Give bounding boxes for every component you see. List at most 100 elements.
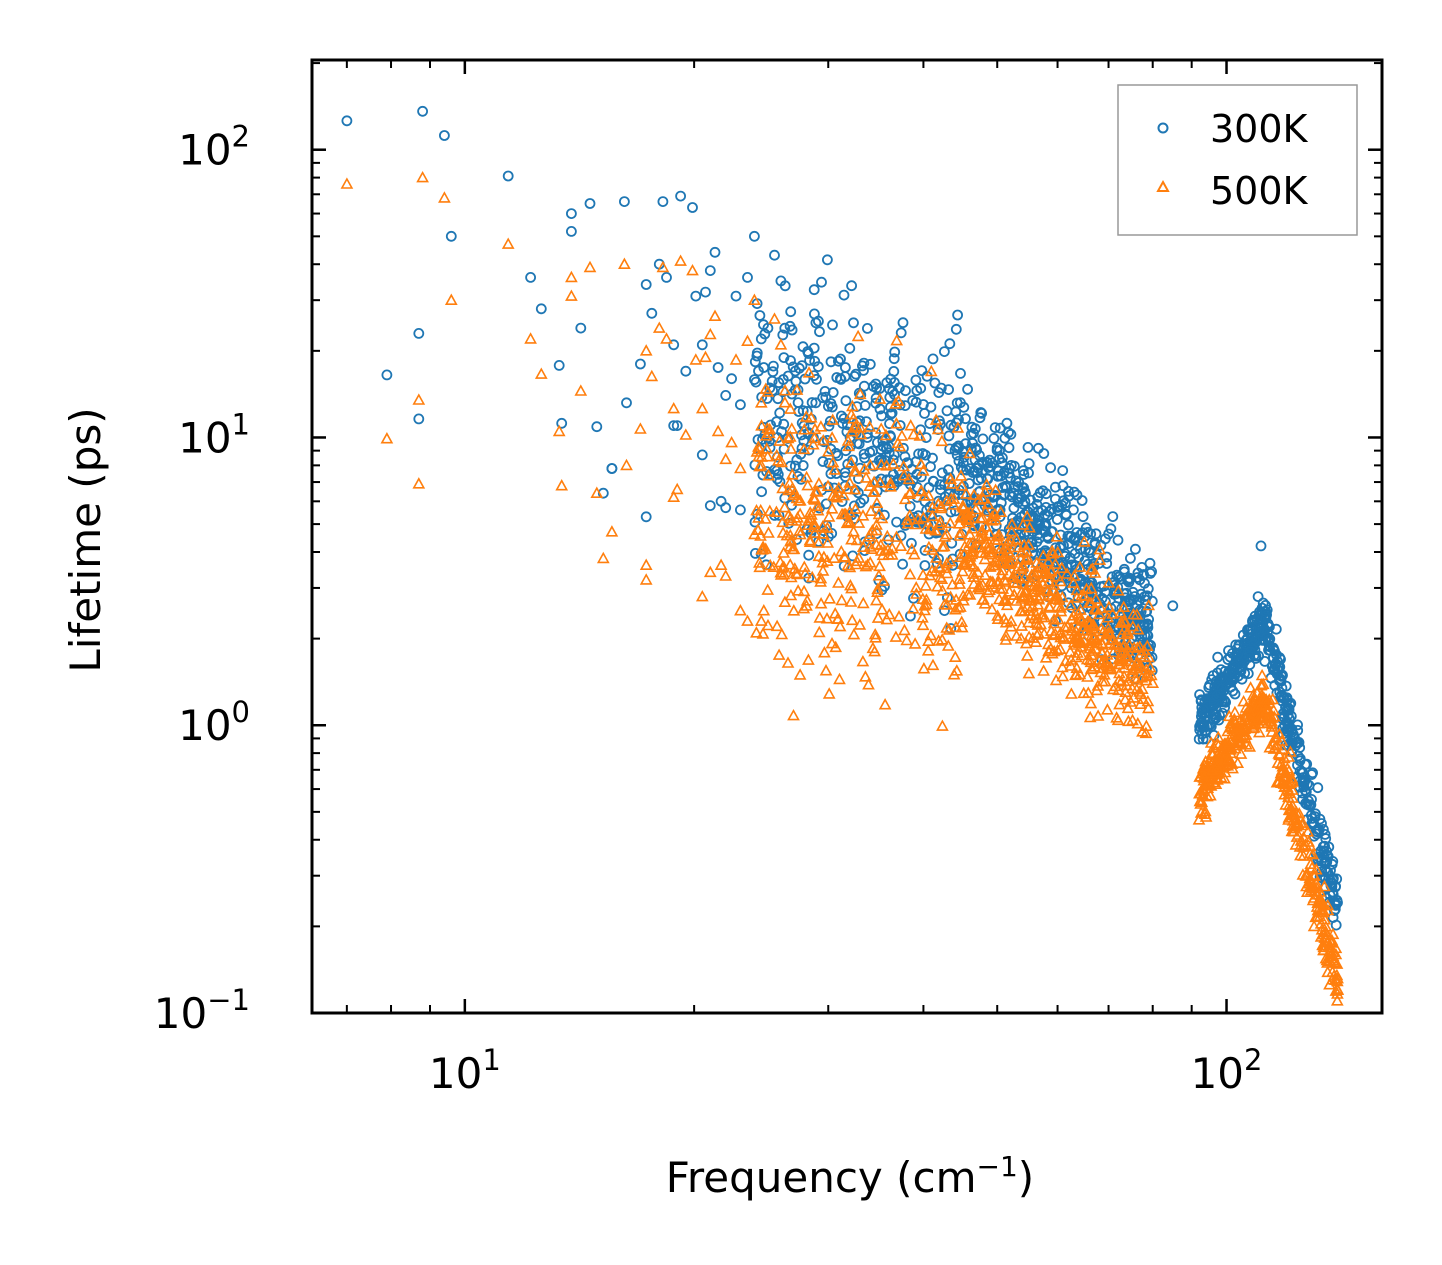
point-300K [749,230,760,242]
point-500K [978,552,992,565]
y-tick-label: 100 [178,695,250,750]
point-500K [1115,627,1129,640]
point-300K [921,370,933,382]
point-500K [833,672,846,685]
point-300K [1208,696,1220,707]
point-300K [919,560,931,571]
point-500K [1331,971,1344,984]
point-500K [1074,603,1087,615]
point-300K [1211,690,1222,702]
point-500K [1328,955,1341,967]
point-300K [1140,606,1152,618]
point-500K [948,650,962,663]
point-500K [1146,676,1160,689]
point-300K [803,444,815,456]
point-500K [605,525,619,537]
point-500K [1198,758,1211,771]
point-500K [1136,725,1149,737]
point-500K [924,364,938,377]
point-500K [856,509,870,521]
x-axis-label: Frequency (cm−1) [666,1150,1034,1202]
point-500K [1095,645,1109,657]
point-300K [989,422,1001,434]
point-500K [639,558,653,571]
point-300K [1123,576,1135,588]
point-300K [621,397,632,409]
point-500K [703,327,717,340]
point-300K [1101,551,1113,563]
series-500K [340,170,1345,1006]
point-300K [943,430,955,442]
point-500K [1100,648,1114,660]
point-500K [856,654,870,667]
point-500K [761,450,775,462]
point-300K [606,463,618,474]
point-300K [874,403,886,415]
point-500K [1106,607,1119,619]
point-500K [967,560,981,572]
point-500K [1065,621,1078,634]
point-500K [808,431,821,444]
point-500K [803,511,817,524]
point-300K [1050,481,1061,493]
point-500K [976,578,990,590]
point-500K [862,678,875,690]
point-500K [1093,542,1107,555]
point-500K [1306,847,1320,860]
point-300K [793,362,805,374]
point-500K [1084,581,1098,594]
point-300K [861,432,873,443]
point-300K [1009,460,1020,472]
point-300K [840,395,852,407]
point-500K [841,515,855,527]
point-500K [954,600,967,612]
point-500K [763,422,777,435]
point-300K [640,279,652,290]
point-500K [853,421,867,433]
point-300K [786,324,798,336]
point-500K [987,580,1000,592]
point-500K [963,548,977,560]
point-500K [778,595,792,608]
point-500K [760,442,774,454]
point-300K [1060,509,1072,521]
point-500K [963,553,977,566]
point-500K [854,427,868,440]
point-500K [956,589,970,601]
point-500K [812,476,826,489]
point-500K [903,567,917,580]
point-500K [1098,674,1112,687]
point-500K [932,634,945,646]
point-500K [1058,620,1072,633]
point-300K [1022,441,1034,453]
point-500K [1060,567,1074,579]
point-500K [1303,847,1317,859]
point-500K [1016,518,1030,530]
point-500K [1198,804,1212,817]
point-500K [1208,766,1222,779]
point-500K [835,593,849,606]
point-500K [869,593,883,606]
point-500K [955,479,969,491]
point-300K [566,208,577,220]
point-300K [1052,504,1064,516]
point-300K [864,358,876,370]
point-300K [935,382,947,394]
point-500K [1118,693,1132,705]
point-300K [859,452,870,464]
point-500K [785,468,799,480]
legend-box [1117,84,1358,236]
point-500K [886,457,900,469]
point-300K [1107,511,1119,522]
point-300K [883,383,895,395]
point-300K [817,456,829,467]
point-500K [1286,824,1300,837]
point-500K [787,604,801,616]
point-500K [903,485,917,498]
point-500K [1330,957,1344,969]
point-500K [763,504,777,517]
point-500K [1103,636,1117,649]
point-500K [1291,828,1305,840]
point-500K [1038,561,1051,574]
point-500K [1240,738,1253,750]
